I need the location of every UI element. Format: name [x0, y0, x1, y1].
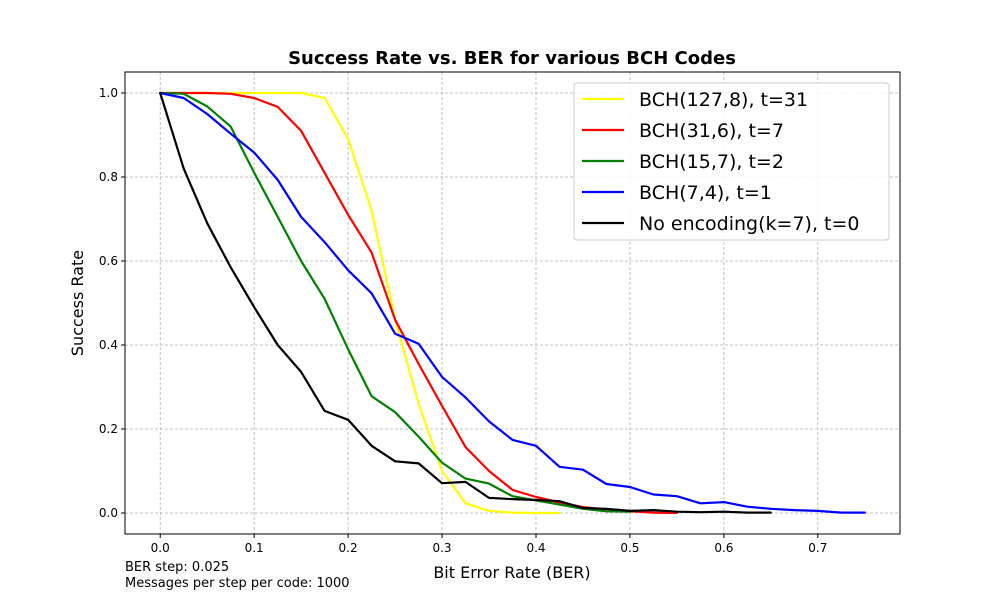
ber-step-note: BER step: 0.025 [125, 560, 230, 575]
x-tick-label: 0.2 [339, 541, 358, 555]
legend-label: BCH(7,4), t=1 [639, 182, 772, 204]
messages-per-step-note: Messages per step per code: 1000 [125, 576, 350, 591]
x-tick-label: 0.7 [808, 541, 827, 555]
y-tick-label: 0.4 [99, 338, 118, 352]
x-tick-label: 0.6 [714, 541, 733, 555]
y-tick-label: 0.0 [99, 506, 118, 520]
y-axis-label: Success Rate [68, 250, 87, 356]
legend-label: No encoding(k=7), t=0 [639, 213, 860, 235]
y-tick-label: 1.0 [99, 86, 118, 100]
legend-label: BCH(31,6), t=7 [639, 120, 784, 142]
series-line [159, 91, 772, 514]
x-tick-label: 0.5 [620, 541, 639, 555]
series-line [159, 91, 866, 514]
series-line [159, 91, 632, 513]
chart-title: Success Rate vs. BER for various BCH Cod… [288, 48, 736, 69]
axis-ticks: 0.0 0.1 0.2 0.3 0.4 0.5 0.6 0.7 0.0 0.2 0.4 0.6 0.8 1… [99, 86, 827, 555]
legend-label: BCH(127,8), t=31 [639, 89, 808, 111]
y-tick-label: 0.2 [99, 422, 118, 436]
x-tick-label: 0.4 [526, 541, 545, 555]
series-lines [159, 91, 866, 515]
x-tick-label: 0.1 [245, 541, 264, 555]
x-tick-label: 0.3 [432, 541, 451, 555]
plot-area-frame [124, 71, 901, 535]
legend-box [573, 82, 890, 241]
y-tick-label: 0.8 [99, 170, 118, 184]
y-tick-label: 0.6 [99, 254, 118, 268]
legend: BCH(127,8), t=31 BCH(31,6), t=7 BCH(15,7),… [573, 82, 890, 241]
x-axis-label: Bit Error Rate (BER) [433, 563, 590, 582]
x-tick-label: 0.0 [151, 541, 170, 555]
legend-label: BCH(15,7), t=2 [639, 151, 784, 173]
